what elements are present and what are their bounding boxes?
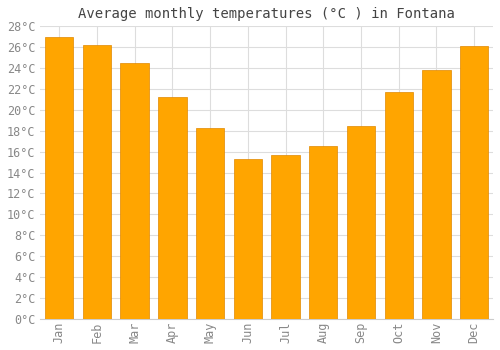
Bar [234,159,262,319]
Bar [422,70,450,319]
Bar [347,126,375,319]
Bar [272,155,299,319]
Bar [45,37,74,319]
Bar [384,92,413,319]
Bar [196,128,224,319]
Bar [120,63,149,319]
Bar [309,146,338,319]
Bar [460,46,488,319]
Bar [158,97,186,319]
Title: Average monthly temperatures (°C ) in Fontana: Average monthly temperatures (°C ) in Fo… [78,7,455,21]
Bar [83,45,111,319]
